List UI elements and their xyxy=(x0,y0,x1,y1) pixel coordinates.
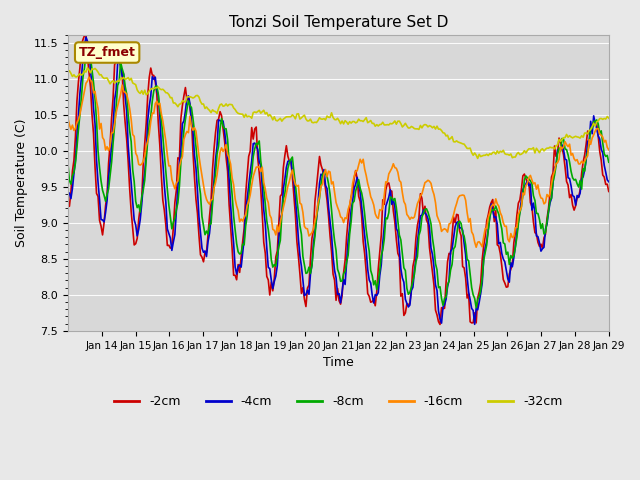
Text: TZ_fmet: TZ_fmet xyxy=(79,46,136,59)
Title: Tonzi Soil Temperature Set D: Tonzi Soil Temperature Set D xyxy=(228,15,448,30)
Legend: -2cm, -4cm, -8cm, -16cm, -32cm: -2cm, -4cm, -8cm, -16cm, -32cm xyxy=(109,390,568,413)
X-axis label: Time: Time xyxy=(323,356,354,369)
Y-axis label: Soil Temperature (C): Soil Temperature (C) xyxy=(15,119,28,247)
